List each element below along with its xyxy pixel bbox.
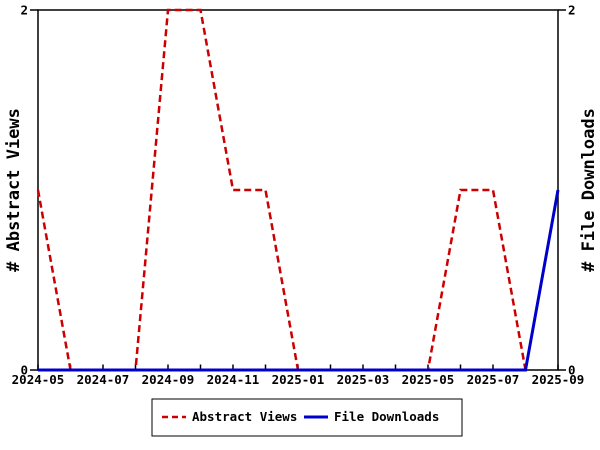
- x-tick-label: 2025-07: [467, 372, 520, 387]
- x-tick-label: 2024-11: [207, 372, 260, 387]
- x-tick-label: 2025-03: [337, 372, 390, 387]
- file-downloads-line: [38, 189, 560, 372]
- y-tick-label-right: 2: [568, 3, 576, 18]
- x-tick-label: 2025-05: [402, 372, 455, 387]
- left-y-axis-title: # Abstract Views: [4, 108, 24, 272]
- x-tick-label: 2024-07: [77, 372, 130, 387]
- x-tick-label: 2024-09: [142, 372, 195, 387]
- abstract-views-line: [36, 8, 527, 372]
- x-tick-label: 2024-05: [12, 372, 65, 387]
- y-tick-label-right: 0: [568, 363, 576, 378]
- legend-label-file-downloads: File Downloads: [334, 409, 439, 424]
- right-y-axis-title: # File Downloads: [579, 108, 599, 272]
- x-tick-label: 2025-01: [272, 372, 325, 387]
- legend: Abstract Views File Downloads: [151, 398, 463, 437]
- y-tick-label-left: 2: [20, 3, 28, 18]
- y-tick-label-left: 0: [20, 363, 28, 378]
- x-tick-label: 2025-09: [532, 372, 585, 387]
- legend-label-abstract-views: Abstract Views: [192, 409, 297, 424]
- plot-area: 2024-05 2024-07 2024-09 2024-11 2025-01 2025-…: [12, 3, 585, 388]
- plot-frame: [37, 9, 559, 371]
